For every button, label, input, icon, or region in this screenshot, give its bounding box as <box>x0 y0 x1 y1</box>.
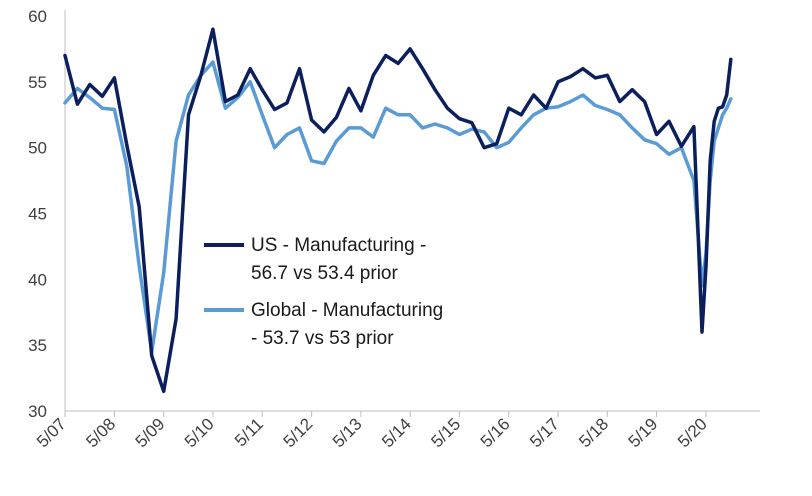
x-tick-label: 5/10 <box>181 414 218 451</box>
x-tick-label: 5/08 <box>82 414 119 451</box>
x-tick-label: 5/18 <box>575 414 612 451</box>
legend-label-global-line2: - 53.7 vs 53 prior <box>251 328 394 349</box>
y-tick-label: 60 <box>28 7 47 26</box>
y-tick-label: 40 <box>28 270 47 289</box>
legend-label-us-line2: 56.7 vs 53.4 prior <box>251 263 398 284</box>
series-line-global-manufacturing <box>63 60 733 354</box>
y-tick-label: 55 <box>28 73 47 92</box>
x-axis: 5/07 5/08 5/09 5/10 5/11 5/12 5/13 5/14 5/15 5/16… <box>33 410 760 451</box>
y-tick-label: 30 <box>28 402 47 421</box>
y-tick-label: 45 <box>28 205 47 224</box>
x-tick-label: 5/15 <box>427 414 464 451</box>
x-tick-label: 5/11 <box>231 414 267 450</box>
x-tick-label: 5/19 <box>625 414 662 451</box>
y-axis: 30 35 40 45 50 55 60 <box>28 7 66 421</box>
x-tick-label: 5/09 <box>132 414 169 451</box>
x-tick-label: 5/16 <box>477 414 514 451</box>
x-tick-label: 5/12 <box>280 414 317 451</box>
x-tick-label: 5/14 <box>378 414 415 451</box>
x-tick-label: 5/17 <box>526 414 563 451</box>
x-tick-label: 5/13 <box>329 414 366 451</box>
x-tick-label: 5/20 <box>674 414 711 451</box>
y-tick-label: 35 <box>28 336 47 355</box>
series-line-us-manufacturing <box>63 27 733 394</box>
legend-label-us-line1: US - Manufacturing - <box>251 235 426 256</box>
legend-label-global-line1: Global - Manufacturing <box>251 300 443 321</box>
series-lines <box>63 27 733 394</box>
legend: US - Manufacturing - 56.7 vs 53.4 prior … <box>204 235 443 349</box>
y-tick-label: 50 <box>28 139 47 158</box>
